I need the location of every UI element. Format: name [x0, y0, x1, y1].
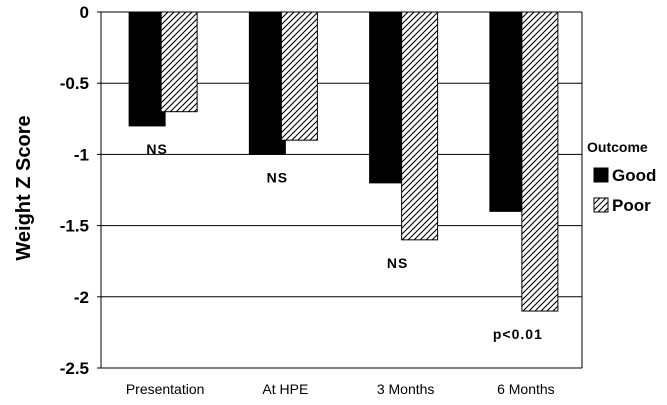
- legend-title: Outcome: [587, 139, 648, 155]
- significance-annotation: p<0.01: [493, 326, 543, 342]
- significance-annotation: NS: [387, 255, 408, 271]
- legend-label: Poor: [612, 196, 651, 215]
- bar-good: [128, 11, 166, 127]
- x-tick-label: 3 Months: [377, 381, 435, 397]
- significance-annotation: NS: [146, 141, 167, 157]
- y-tick-label: 0: [80, 3, 89, 22]
- bar-good: [489, 11, 527, 212]
- x-tick-label: Presentation: [126, 381, 205, 397]
- bar-poor: [401, 11, 439, 241]
- x-tick-label: At HPE: [262, 381, 308, 397]
- bar-poor: [160, 11, 198, 113]
- axes: [97, 11, 583, 369]
- bar-poor: [521, 11, 559, 312]
- bar-good: [248, 11, 286, 155]
- x-tick-label: 6 Months: [497, 381, 555, 397]
- labels: 0 -0.5 -1 -1.5 -2 -2.5 Presentation At HPE 3 Mon…: [60, 3, 555, 397]
- y-axis-label: Weight Z Score: [13, 115, 35, 260]
- bar-poor: [280, 11, 318, 141]
- bar-good: [369, 11, 407, 184]
- y-tick-label: -0.5: [60, 74, 89, 93]
- significance-annotation: NS: [267, 169, 288, 185]
- legend-label: Good: [612, 166, 656, 185]
- legend-swatch-poor: [593, 197, 609, 213]
- bars: [128, 11, 559, 312]
- legend: Outcome Good Poor: [587, 139, 656, 215]
- y-tick-label: -1: [74, 145, 89, 164]
- legend-swatch-good: [593, 167, 609, 183]
- y-tick-label: -2: [74, 288, 89, 307]
- y-tick-label: -1.5: [60, 217, 89, 236]
- y-tick-label: -2.5: [60, 359, 89, 378]
